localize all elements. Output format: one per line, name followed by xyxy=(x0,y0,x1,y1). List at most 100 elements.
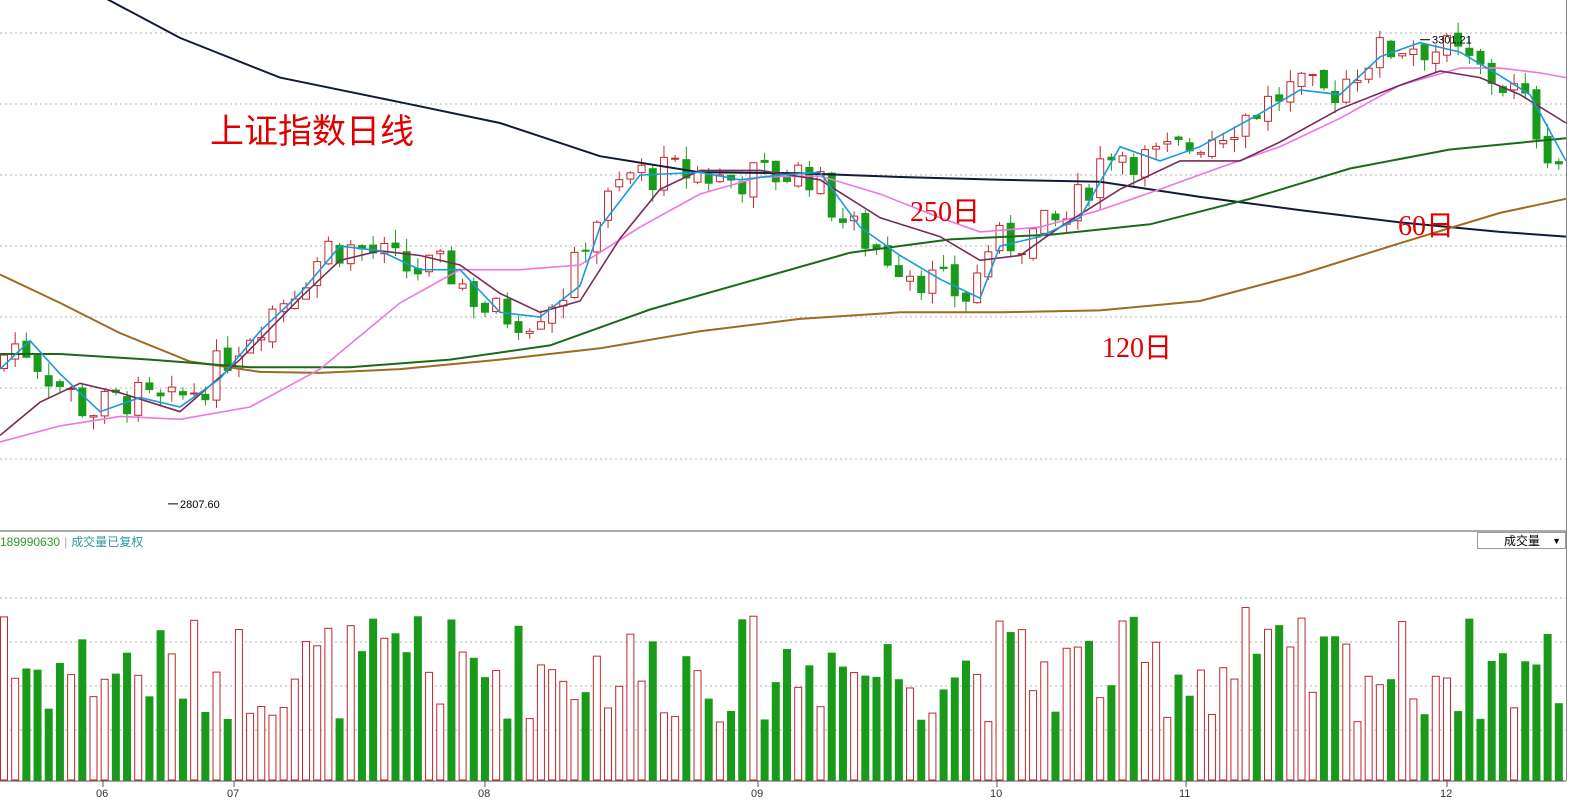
candle-body xyxy=(1140,149,1149,178)
candle-body xyxy=(827,172,836,218)
volume-bar xyxy=(637,680,646,781)
volume-bar xyxy=(816,706,825,781)
volume-bar xyxy=(11,677,20,781)
volume-bar xyxy=(1051,711,1060,781)
volume-bar xyxy=(357,651,366,781)
volume-bar xyxy=(503,718,512,781)
candle-body xyxy=(346,244,355,265)
candle-body xyxy=(1163,141,1172,145)
volume-bar xyxy=(682,656,691,781)
volume-bar xyxy=(1241,607,1250,781)
candle-body xyxy=(1554,161,1563,165)
volume-bar xyxy=(1096,697,1105,781)
candle-body xyxy=(436,250,445,255)
candle-body xyxy=(1398,53,1407,57)
indicator-select[interactable]: 成交量 ▼ xyxy=(1477,532,1566,549)
volume-bar xyxy=(1297,617,1306,781)
candle-body xyxy=(1275,94,1284,102)
volume-bar xyxy=(648,641,657,781)
volume-bar xyxy=(190,619,199,781)
candle-body xyxy=(738,181,747,195)
candle-body xyxy=(693,171,702,183)
candle-body xyxy=(458,283,467,289)
volume-bar xyxy=(1219,667,1228,781)
volume-bar xyxy=(44,708,53,781)
volume-bar xyxy=(0,616,8,781)
volume-bar xyxy=(659,712,668,781)
volume-bar xyxy=(693,670,702,781)
x-tick-label: 06 xyxy=(96,788,108,800)
volume-bar xyxy=(961,660,970,781)
candle-body xyxy=(33,355,42,372)
high-label: 3301.21 xyxy=(1432,35,1472,47)
volume-bar xyxy=(883,644,892,781)
candle-body xyxy=(22,340,31,358)
volume-bar xyxy=(1163,716,1172,781)
volume-bar xyxy=(223,718,232,781)
candle-body xyxy=(89,415,98,418)
x-tick-label: 12 xyxy=(1440,788,1452,800)
volume-bar xyxy=(178,698,187,781)
volume-bar xyxy=(861,675,870,781)
volume-bar xyxy=(413,616,422,781)
volume-bar xyxy=(581,692,590,781)
candle-body xyxy=(44,375,53,387)
chart-title: 上证指数日线 xyxy=(210,114,414,151)
candle-body xyxy=(514,321,523,333)
volume-bar xyxy=(100,678,109,781)
candle-body xyxy=(1308,73,1317,77)
candle-body xyxy=(872,244,881,249)
volume-bar xyxy=(928,712,937,781)
candle-body xyxy=(1241,114,1250,137)
volume-bars xyxy=(0,607,1563,781)
volume-bar xyxy=(559,680,568,781)
volume-bar xyxy=(536,664,545,781)
volume-bar xyxy=(402,652,411,781)
candle-body xyxy=(391,242,400,249)
volume-bar xyxy=(939,689,948,781)
candle-body xyxy=(760,159,769,163)
volume-bar xyxy=(671,716,680,781)
volume-bar xyxy=(1140,662,1149,781)
volume-bar xyxy=(55,662,64,781)
volume-bar xyxy=(33,669,42,781)
candle-body xyxy=(1331,90,1340,104)
volume-bar xyxy=(872,676,881,781)
ma250-label: 250日 xyxy=(910,197,981,228)
ma60-label: 60日 xyxy=(1398,211,1455,242)
volume-bar xyxy=(1073,646,1082,781)
volume-bar xyxy=(1431,675,1440,781)
volume-bar xyxy=(1532,664,1541,781)
volume-bar xyxy=(257,706,266,781)
volume-bar xyxy=(201,711,210,781)
candle-body xyxy=(648,168,657,191)
volume-bar xyxy=(346,625,355,781)
candle-body xyxy=(704,174,713,184)
volume-bar xyxy=(480,677,489,781)
volume-bar xyxy=(514,625,523,781)
volume-bar xyxy=(827,652,836,781)
x-tick-label: 09 xyxy=(751,788,763,800)
candle-body xyxy=(1219,140,1228,145)
candle-body xyxy=(1107,156,1116,161)
volume-bar xyxy=(783,649,791,781)
candle-body xyxy=(190,392,199,395)
volume-bar xyxy=(1062,647,1071,781)
candle-body xyxy=(0,354,8,370)
candle-body xyxy=(771,160,780,183)
moving-averages xyxy=(0,0,1567,443)
volume-bar xyxy=(850,672,859,781)
ma20-line xyxy=(0,67,1567,443)
volume-bar xyxy=(279,706,288,781)
volume-bar xyxy=(1543,633,1552,781)
volume-bar xyxy=(973,673,982,781)
candle-body xyxy=(570,251,579,298)
candle-body xyxy=(906,275,915,282)
volume-bar xyxy=(78,639,87,781)
volume-bar xyxy=(760,719,769,781)
volume-bar xyxy=(570,699,579,781)
candle-body xyxy=(536,321,545,330)
candle-body xyxy=(1152,145,1161,150)
candle-body xyxy=(939,266,948,270)
volume-bar xyxy=(1498,653,1507,781)
